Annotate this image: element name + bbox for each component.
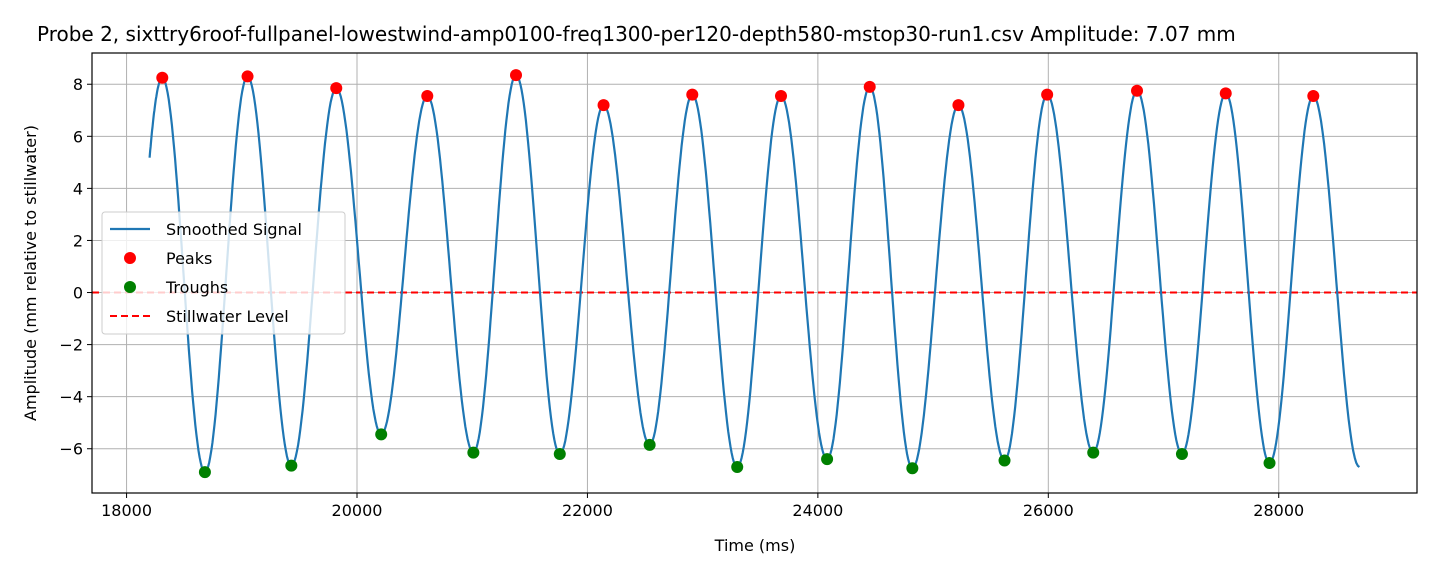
y-tick-label: 6 [73,127,83,146]
x-tick-label: 24000 [792,501,843,520]
y-tick-label: 2 [73,231,83,250]
legend-label: Stillwater Level [166,307,289,326]
peak-point [1041,88,1054,101]
peak-point [421,89,434,102]
legend-label: Peaks [166,249,212,268]
y-axis: −6 −4 −2 0 2 4 6 8 [59,75,92,459]
y-tick-label: 8 [73,75,83,94]
trough-point [821,453,834,466]
x-tick-label: 18000 [101,501,152,520]
chart-title: Probe 2, sixttry6roof-fullpanel-lowestwi… [37,22,1236,46]
x-tick-label: 28000 [1253,501,1304,520]
legend: Smoothed Signal Peaks Troughs Stillwater Le… [101,211,346,335]
y-axis-label: Amplitude (mm relative to stillwater) [21,125,40,421]
trough-point [375,428,388,441]
y-tick-label: 0 [73,284,83,303]
peak-point [1219,87,1232,100]
peak-point [597,99,610,112]
x-tick-label: 20000 [332,501,383,520]
x-axis-label: Time (ms) [714,536,796,555]
trough-point [285,459,298,472]
trough-point [906,462,919,475]
x-tick-label: 26000 [1023,501,1074,520]
legend-box [101,211,346,335]
y-tick-label: 4 [73,179,83,198]
trough-point [731,460,744,473]
peak-point [1307,89,1320,102]
trough-point [998,454,1011,467]
peak-point [775,89,787,102]
trough-point [1175,447,1188,460]
peak-point [1131,84,1144,97]
peaks-layer [156,69,1320,112]
peak-point [330,82,343,95]
peak-point [510,69,522,82]
peak-point [156,71,169,84]
x-axis: 18000 20000 22000 24000 26000 28000 [101,493,1304,520]
y-tick-label: −2 [59,336,83,355]
trough-point [643,438,656,451]
y-tick-label: −4 [59,388,83,407]
legend-label: Smoothed Signal [166,220,302,239]
peak-point [863,80,876,93]
troughs-layer [198,428,1276,479]
x-tick-label: 22000 [562,501,613,520]
trough-point [553,447,566,460]
trough-point [198,466,211,479]
peak-point [241,70,254,83]
trough-point [1087,446,1100,459]
legend-peaks-swatch [124,252,136,264]
y-tick-label: −6 [59,440,83,459]
signal-layer [148,74,1361,474]
trough-point [467,446,480,459]
legend-troughs-swatch [124,281,136,293]
smoothed-signal-line [148,74,1361,474]
trough-point [1263,457,1276,470]
plot-frame [91,52,1418,494]
legend-label: Troughs [165,278,228,297]
peak-point [686,88,699,101]
peak-point [952,99,965,112]
